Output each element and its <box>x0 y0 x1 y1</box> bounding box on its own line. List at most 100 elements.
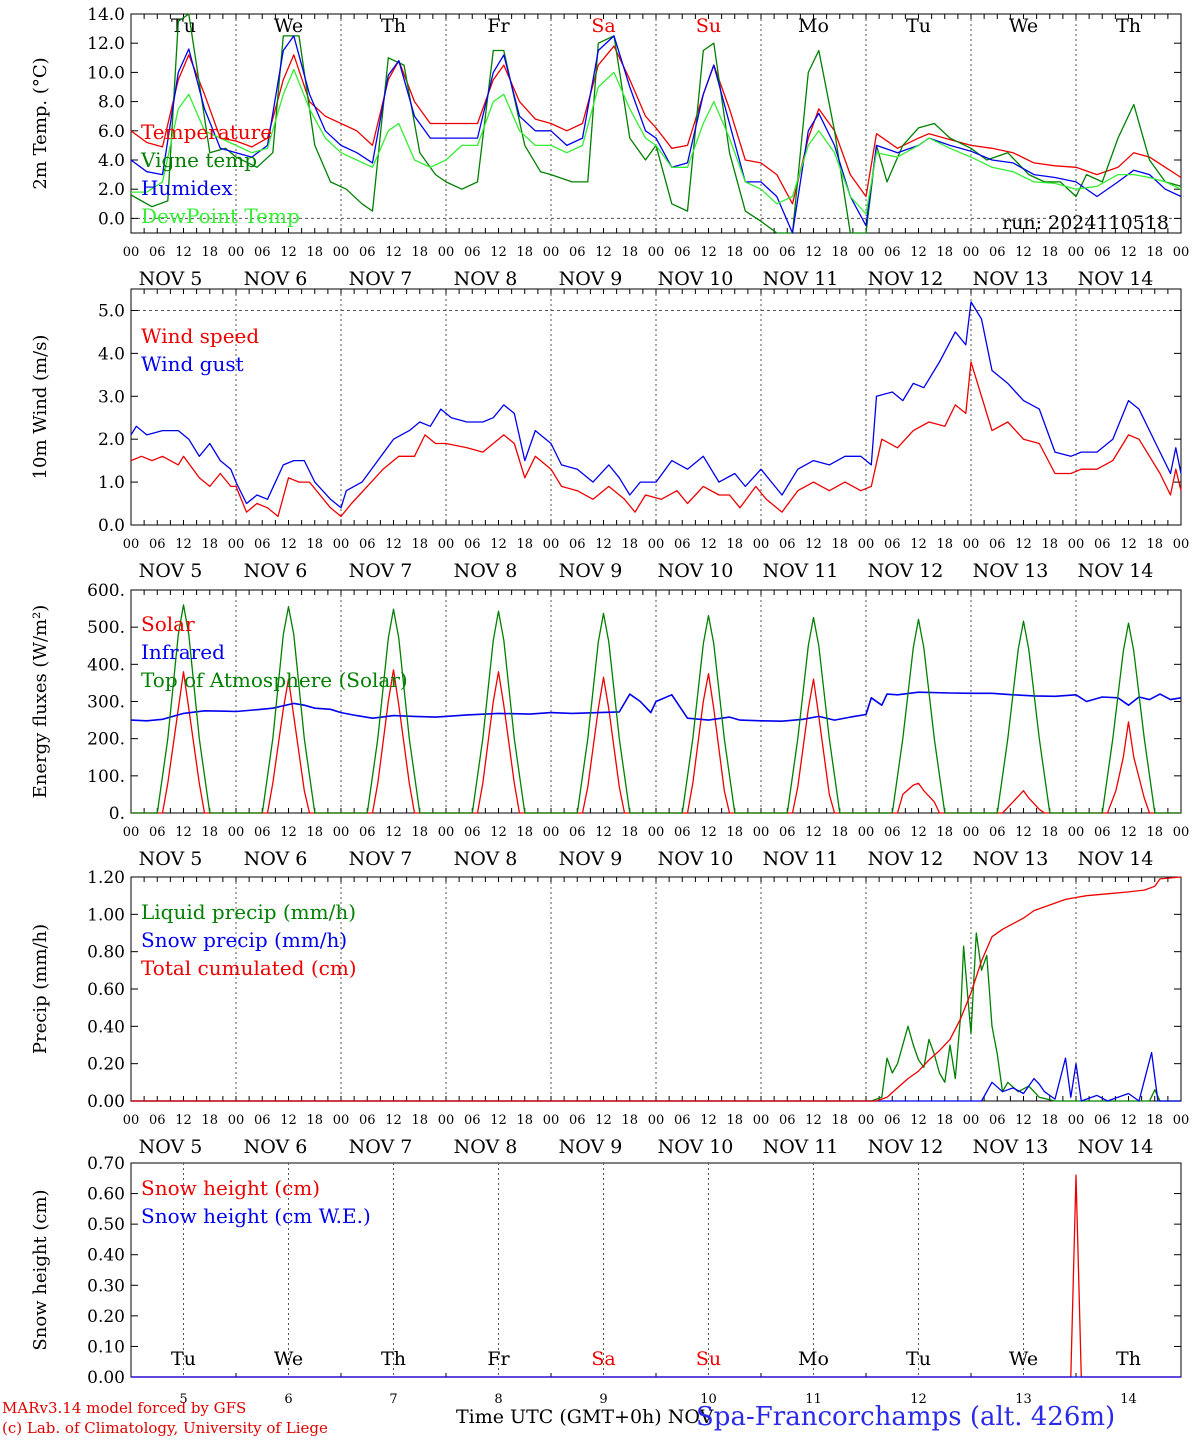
weekday-label: Su <box>696 15 721 37</box>
x-date-label: NOV 8 <box>454 848 518 870</box>
weekday-label: Mo <box>798 15 829 37</box>
x-hour-label: 12 <box>1015 825 1032 840</box>
x-hour-label: 12 <box>1015 245 1032 260</box>
y-tick-label: 1.20 <box>87 868 125 888</box>
x-date-label: NOV 10 <box>658 560 734 582</box>
x-date-label: NOV 6 <box>244 560 308 582</box>
x-hour-label: 18 <box>1041 537 1058 552</box>
series-line <box>131 1051 1181 1102</box>
x-hour-label: 18 <box>411 825 428 840</box>
x-hour-label: 00 <box>228 245 245 260</box>
x-hour-label: 00 <box>1173 245 1190 260</box>
weekday-label: Fr <box>487 15 510 37</box>
x-date-label: NOV 7 <box>349 268 413 290</box>
y-tick-label: 0.60 <box>87 980 125 1000</box>
x-hour-label: 06 <box>779 1113 796 1128</box>
weekday-label: Su <box>696 1348 721 1370</box>
x-hour-label: 12 <box>175 825 192 840</box>
y-tick-label: 600. <box>87 581 125 601</box>
y-tick-label: 14.0 <box>87 5 125 25</box>
y-tick-label: 500. <box>87 618 125 638</box>
x-hour-label: 06 <box>149 245 166 260</box>
series-line <box>130 45 1182 205</box>
x-hour-label: 12 <box>1015 1113 1032 1128</box>
y-axis-label: Precip (mm/h) <box>30 924 51 1054</box>
x-hour-label: 12 <box>175 1113 192 1128</box>
x-hour-label: 18 <box>306 1113 323 1128</box>
x-hour-label: 06 <box>989 245 1006 260</box>
y-tick-label: 3.0 <box>98 387 125 407</box>
x-date-label: NOV 12 <box>868 1136 944 1158</box>
x-hour-label: 12 <box>805 1113 822 1128</box>
x-hour-label: 18 <box>516 825 533 840</box>
x-date-label: NOV 5 <box>139 268 203 290</box>
x-day-number: 10 <box>700 1392 717 1407</box>
x-hour-label: 12 <box>280 537 297 552</box>
x-date-label: NOV 8 <box>454 268 518 290</box>
x-hour-label: 00 <box>123 1113 140 1128</box>
x-date-label: NOV 11 <box>763 1136 839 1158</box>
x-hour-label: 12 <box>175 245 192 260</box>
x-hour-label: 12 <box>700 245 717 260</box>
x-date-label: NOV 12 <box>868 268 944 290</box>
x-hour-label: 18 <box>936 537 953 552</box>
y-tick-label: 0.0 <box>98 209 125 229</box>
y-tick-label: 12.0 <box>87 34 125 54</box>
model-credit: MARv3.14 model forced by GFS <box>2 1399 247 1417</box>
x-hour-label: 06 <box>149 1113 166 1128</box>
x-date-label: NOV 10 <box>658 268 734 290</box>
legend-entry: DewPoint Temp <box>141 204 300 228</box>
x-hour-label: 18 <box>936 245 953 260</box>
x-hour-label: 18 <box>726 1113 743 1128</box>
x-hour-label: 00 <box>753 1113 770 1128</box>
x-hour-label: 06 <box>149 825 166 840</box>
x-hour-label: 06 <box>1094 245 1111 260</box>
weekday-label: Tu <box>171 1348 196 1370</box>
x-date-label: NOV 7 <box>349 848 413 870</box>
run-label: run: 2024110518 <box>1002 212 1169 234</box>
x-hour-label: 12 <box>490 1113 507 1128</box>
x-hour-label: 18 <box>936 825 953 840</box>
x-date-label: NOV 13 <box>973 268 1049 290</box>
x-day-number: 5 <box>179 1392 187 1407</box>
x-day-number: 13 <box>1015 1392 1032 1407</box>
x-hour-label: 06 <box>989 825 1006 840</box>
x-hour-label: 18 <box>516 537 533 552</box>
x-day-number: 6 <box>284 1392 292 1407</box>
x-hour-label: 06 <box>884 825 901 840</box>
x-date-label: NOV 9 <box>559 268 623 290</box>
x-hour-label: 06 <box>254 825 271 840</box>
x-date-label: NOV 6 <box>244 268 308 290</box>
y-tick-label: 0.40 <box>87 1017 125 1037</box>
x-date-label: NOV 9 <box>559 560 623 582</box>
x-hour-label: 12 <box>595 245 612 260</box>
x-hour-label: 18 <box>831 537 848 552</box>
series-line <box>130 691 1182 723</box>
x-hour-label: 00 <box>228 537 245 552</box>
x-date-label: NOV 7 <box>349 1136 413 1158</box>
series-line <box>130 301 1182 509</box>
x-hour-label: 06 <box>779 245 796 260</box>
y-tick-label: 0.60 <box>87 1185 125 1205</box>
x-hour-label: 06 <box>569 245 586 260</box>
x-hour-label: 12 <box>910 537 927 552</box>
y-axis-label: 10m Wind (m/s) <box>30 335 51 480</box>
x-hour-label: 06 <box>674 825 691 840</box>
weekday-label: Fr <box>487 1348 510 1370</box>
x-hour-label: 00 <box>333 825 350 840</box>
x-hour-label: 00 <box>753 245 770 260</box>
x-hour-label: 06 <box>1094 1113 1111 1128</box>
legend-entry: Temperature <box>141 120 272 144</box>
x-date-label: NOV 14 <box>1078 848 1154 870</box>
x-hour-label: 12 <box>1120 245 1137 260</box>
y-tick-label: 4.0 <box>98 344 125 364</box>
series-line <box>131 932 1181 1102</box>
weekday-label: Th <box>1116 1348 1141 1370</box>
x-hour-label: 06 <box>569 1113 586 1128</box>
series-line <box>130 35 1182 234</box>
x-hour-label: 18 <box>201 245 218 260</box>
x-date-label: NOV 12 <box>868 848 944 870</box>
weekday-label: Th <box>381 15 406 37</box>
series-line <box>131 68 1182 215</box>
